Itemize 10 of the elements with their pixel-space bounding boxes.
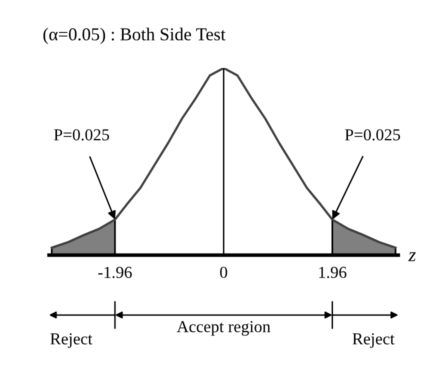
x-tick-label: 1.96 — [319, 266, 346, 278]
annotation: P=0.025 — [345, 129, 400, 141]
chart-title: (α=0.05) : Both Side Test — [43, 28, 226, 44]
annotation: P=0.025 — [54, 129, 110, 141]
text: Reject — [50, 333, 92, 348]
x-axis-title: z — [408, 252, 416, 262]
x-tick-label: 0 — [220, 266, 228, 278]
x-tick-label: -1.96 — [98, 266, 132, 278]
text: Accept region — [176, 321, 270, 336]
text: Reject — [352, 333, 395, 348]
